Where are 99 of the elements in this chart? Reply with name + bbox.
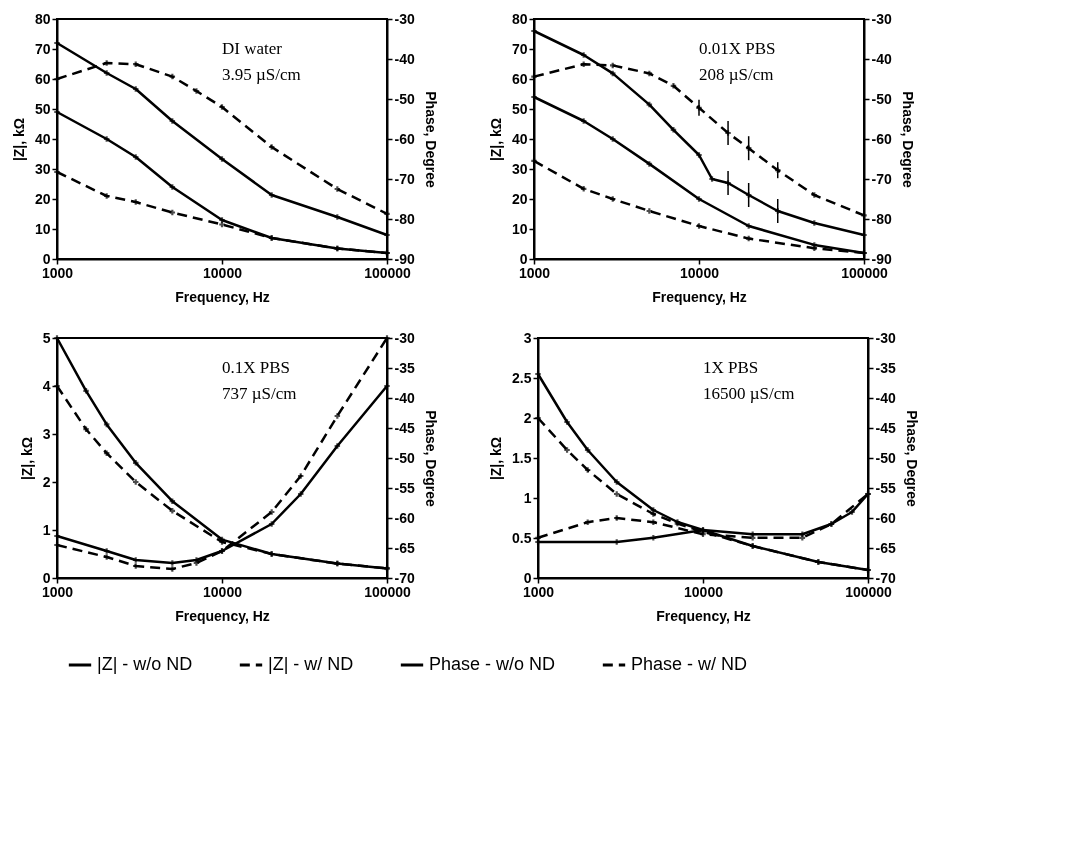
x-tick-label: 10000 bbox=[684, 583, 724, 600]
y2-tick-label: -40 bbox=[394, 50, 415, 67]
y2-tick-label: -70 bbox=[875, 569, 896, 586]
y-tick-label: 0 bbox=[42, 569, 51, 586]
y-tick-label: 50 bbox=[511, 100, 528, 117]
y2-tick-label: -65 bbox=[875, 539, 896, 556]
y-tick-label: 80 bbox=[511, 10, 528, 27]
legend-label: Phase - w/ ND bbox=[631, 654, 748, 674]
y2-tick-label: -50 bbox=[394, 90, 415, 107]
y-tick-label: 2 bbox=[42, 473, 51, 490]
y2-tick-label: -55 bbox=[394, 479, 415, 496]
annotation: 208 µS/cm bbox=[699, 65, 774, 84]
y-tick-label: 2 bbox=[523, 409, 532, 426]
y2-tick-label: -70 bbox=[394, 170, 415, 187]
annotation: 3.95 µS/cm bbox=[222, 65, 301, 84]
x-tick-label: 10000 bbox=[680, 264, 720, 281]
y-tick-label: 70 bbox=[511, 40, 528, 57]
y-tick-label: 80 bbox=[34, 10, 51, 27]
y-tick-label: 40 bbox=[511, 130, 528, 147]
y2-tick-label: -70 bbox=[394, 569, 415, 586]
x-tick-label: 1000 bbox=[41, 583, 74, 600]
y2-tick-label: -50 bbox=[875, 449, 896, 466]
y-tick-label: 3 bbox=[523, 329, 532, 346]
y-tick-label: 3 bbox=[42, 425, 51, 442]
x-tick-label: 10000 bbox=[203, 583, 243, 600]
annotation: 0.1X PBS bbox=[222, 358, 291, 377]
y-tick-label: 40 bbox=[34, 130, 51, 147]
y2-tick-label: -60 bbox=[394, 130, 415, 147]
annotation: DI water bbox=[222, 39, 283, 58]
legend-label: Phase - w/o ND bbox=[429, 654, 556, 674]
x-tick-label: 1000 bbox=[518, 264, 551, 281]
y2-tick-label: -45 bbox=[394, 419, 415, 436]
y-tick-label: 50 bbox=[34, 100, 51, 117]
y-tick-label: 0 bbox=[519, 250, 528, 267]
y2-tick-label: -80 bbox=[394, 210, 415, 227]
y-tick-label: 0 bbox=[42, 250, 51, 267]
annotation: 16500 µS/cm bbox=[703, 384, 795, 403]
x-axis-title: Frequency, Hz bbox=[656, 607, 751, 624]
x-tick-label: 1000 bbox=[522, 583, 555, 600]
y-tick-label: 30 bbox=[34, 160, 51, 177]
y2-tick-label: -45 bbox=[875, 419, 896, 436]
y2-tick-label: -30 bbox=[875, 329, 896, 346]
y2-tick-label: -30 bbox=[394, 10, 415, 27]
x-tick-label: 1000 bbox=[41, 264, 74, 281]
x-axis-title: Frequency, Hz bbox=[652, 288, 747, 305]
x-tick-label: 100000 bbox=[364, 264, 412, 281]
y2-tick-label: -35 bbox=[875, 359, 896, 376]
y-tick-label: 2.5 bbox=[512, 369, 532, 386]
y2-tick-label: -65 bbox=[394, 539, 415, 556]
y-tick-label: 10 bbox=[511, 220, 528, 237]
y-tick-label: 10 bbox=[34, 220, 51, 237]
y-tick-label: 60 bbox=[511, 70, 528, 87]
y2-tick-label: -35 bbox=[394, 359, 415, 376]
y2-tick-label: -90 bbox=[871, 250, 892, 267]
legend-label: |Z| - w/ ND bbox=[268, 654, 354, 674]
y2-tick-label: -40 bbox=[875, 389, 896, 406]
x-tick-label: 10000 bbox=[203, 264, 243, 281]
legend-label: |Z| - w/o ND bbox=[97, 654, 193, 674]
annotation: 737 µS/cm bbox=[222, 384, 297, 403]
y-axis-title: |Z|, kΩ bbox=[488, 436, 505, 481]
annotation: 0.01X PBS bbox=[699, 39, 776, 58]
y2-tick-label: -60 bbox=[875, 509, 896, 526]
y2-tick-label: -60 bbox=[394, 509, 415, 526]
y-tick-label: 70 bbox=[34, 40, 51, 57]
y2-axis-title: Phase, Degree bbox=[903, 410, 920, 507]
y-axis-title: |Z|, kΩ bbox=[10, 117, 27, 162]
y-axis-title: |Z|, kΩ bbox=[487, 117, 504, 162]
y-tick-label: 1.5 bbox=[512, 449, 532, 466]
y-tick-label: 20 bbox=[511, 190, 528, 207]
y-tick-label: 0.5 bbox=[512, 529, 532, 546]
y2-axis-title: Phase, Degree bbox=[422, 91, 439, 188]
y-tick-label: 0 bbox=[523, 569, 532, 586]
y2-tick-label: -40 bbox=[871, 50, 892, 67]
y2-tick-label: -70 bbox=[871, 170, 892, 187]
y2-tick-label: -30 bbox=[394, 329, 415, 346]
y2-tick-label: -90 bbox=[394, 250, 415, 267]
y2-tick-label: -60 bbox=[871, 130, 892, 147]
y-tick-label: 1 bbox=[523, 489, 532, 506]
y2-axis-title: Phase, Degree bbox=[422, 410, 439, 507]
y-tick-label: 30 bbox=[511, 160, 528, 177]
x-tick-label: 100000 bbox=[845, 583, 893, 600]
y-tick-label: 1 bbox=[42, 521, 51, 538]
y-tick-label: 5 bbox=[42, 329, 51, 346]
y-tick-label: 4 bbox=[42, 377, 51, 394]
x-tick-label: 100000 bbox=[841, 264, 889, 281]
y2-tick-label: -55 bbox=[875, 479, 896, 496]
x-tick-label: 100000 bbox=[364, 583, 412, 600]
y-tick-label: 20 bbox=[34, 190, 51, 207]
y2-tick-label: -80 bbox=[871, 210, 892, 227]
y2-tick-label: -30 bbox=[871, 10, 892, 27]
y-axis-title: |Z|, kΩ bbox=[18, 436, 35, 481]
annotation: 1X PBS bbox=[703, 358, 759, 377]
y2-tick-label: -40 bbox=[394, 389, 415, 406]
x-axis-title: Frequency, Hz bbox=[175, 288, 270, 305]
x-axis-title: Frequency, Hz bbox=[175, 607, 270, 624]
y2-tick-label: -50 bbox=[871, 90, 892, 107]
y-tick-label: 60 bbox=[34, 70, 51, 87]
y2-axis-title: Phase, Degree bbox=[899, 91, 916, 188]
y2-tick-label: -50 bbox=[394, 449, 415, 466]
